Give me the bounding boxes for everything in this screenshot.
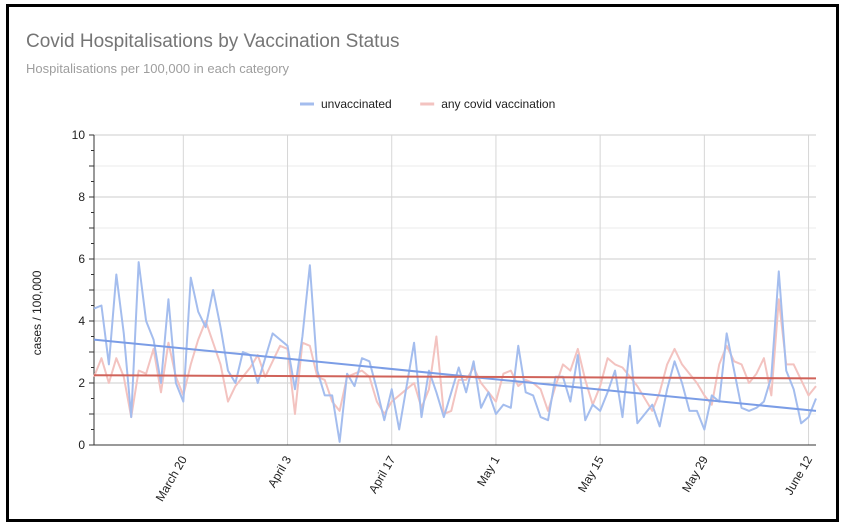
y-tick-label: 4 <box>78 314 85 328</box>
x-tick-label: March 20 <box>153 453 190 504</box>
chart-title: Covid Hospitalisations by Vaccination St… <box>26 31 400 52</box>
y-tick-label: 10 <box>72 128 86 142</box>
series-line-any-covid-vaccination <box>93 298 817 419</box>
y-axis-label: cases / 100,000 <box>30 270 44 355</box>
x-tick-label: April 3 <box>265 453 294 490</box>
x-tick-label: April 17 <box>366 453 399 496</box>
trend-line-any-covid-vaccination <box>93 374 817 380</box>
x-tick-label: May 1 <box>474 453 503 489</box>
x-tick-label: May 15 <box>575 453 607 494</box>
legend-label: any covid vaccination <box>441 97 555 111</box>
chart-frame <box>6 4 839 522</box>
series-line-unvaccinated <box>93 261 817 443</box>
chart-subtitle: Hospitalisations per 100,000 in each cat… <box>26 61 290 76</box>
trend-lines <box>93 338 817 412</box>
x-tick-labels: March 20 April 3 April 17 May 1 May 15 May 29… <box>153 453 816 504</box>
y-tick-label: 0 <box>78 438 85 452</box>
series-lines <box>93 261 817 443</box>
axes <box>89 134 816 446</box>
y-tick-label: 2 <box>78 376 85 390</box>
y-tick-labels: 0 2 4 6 8 10 <box>72 128 86 452</box>
y-tick-label: 6 <box>78 252 85 266</box>
legend-label: unvaccinated <box>321 97 392 111</box>
y-tick-label: 8 <box>78 190 85 204</box>
x-tick-label: May 29 <box>679 453 711 494</box>
x-tick-label: June 12 <box>782 453 816 497</box>
legend: unvaccinated any covid vaccination <box>300 97 555 111</box>
trend-line-unvaccinated <box>93 338 817 412</box>
